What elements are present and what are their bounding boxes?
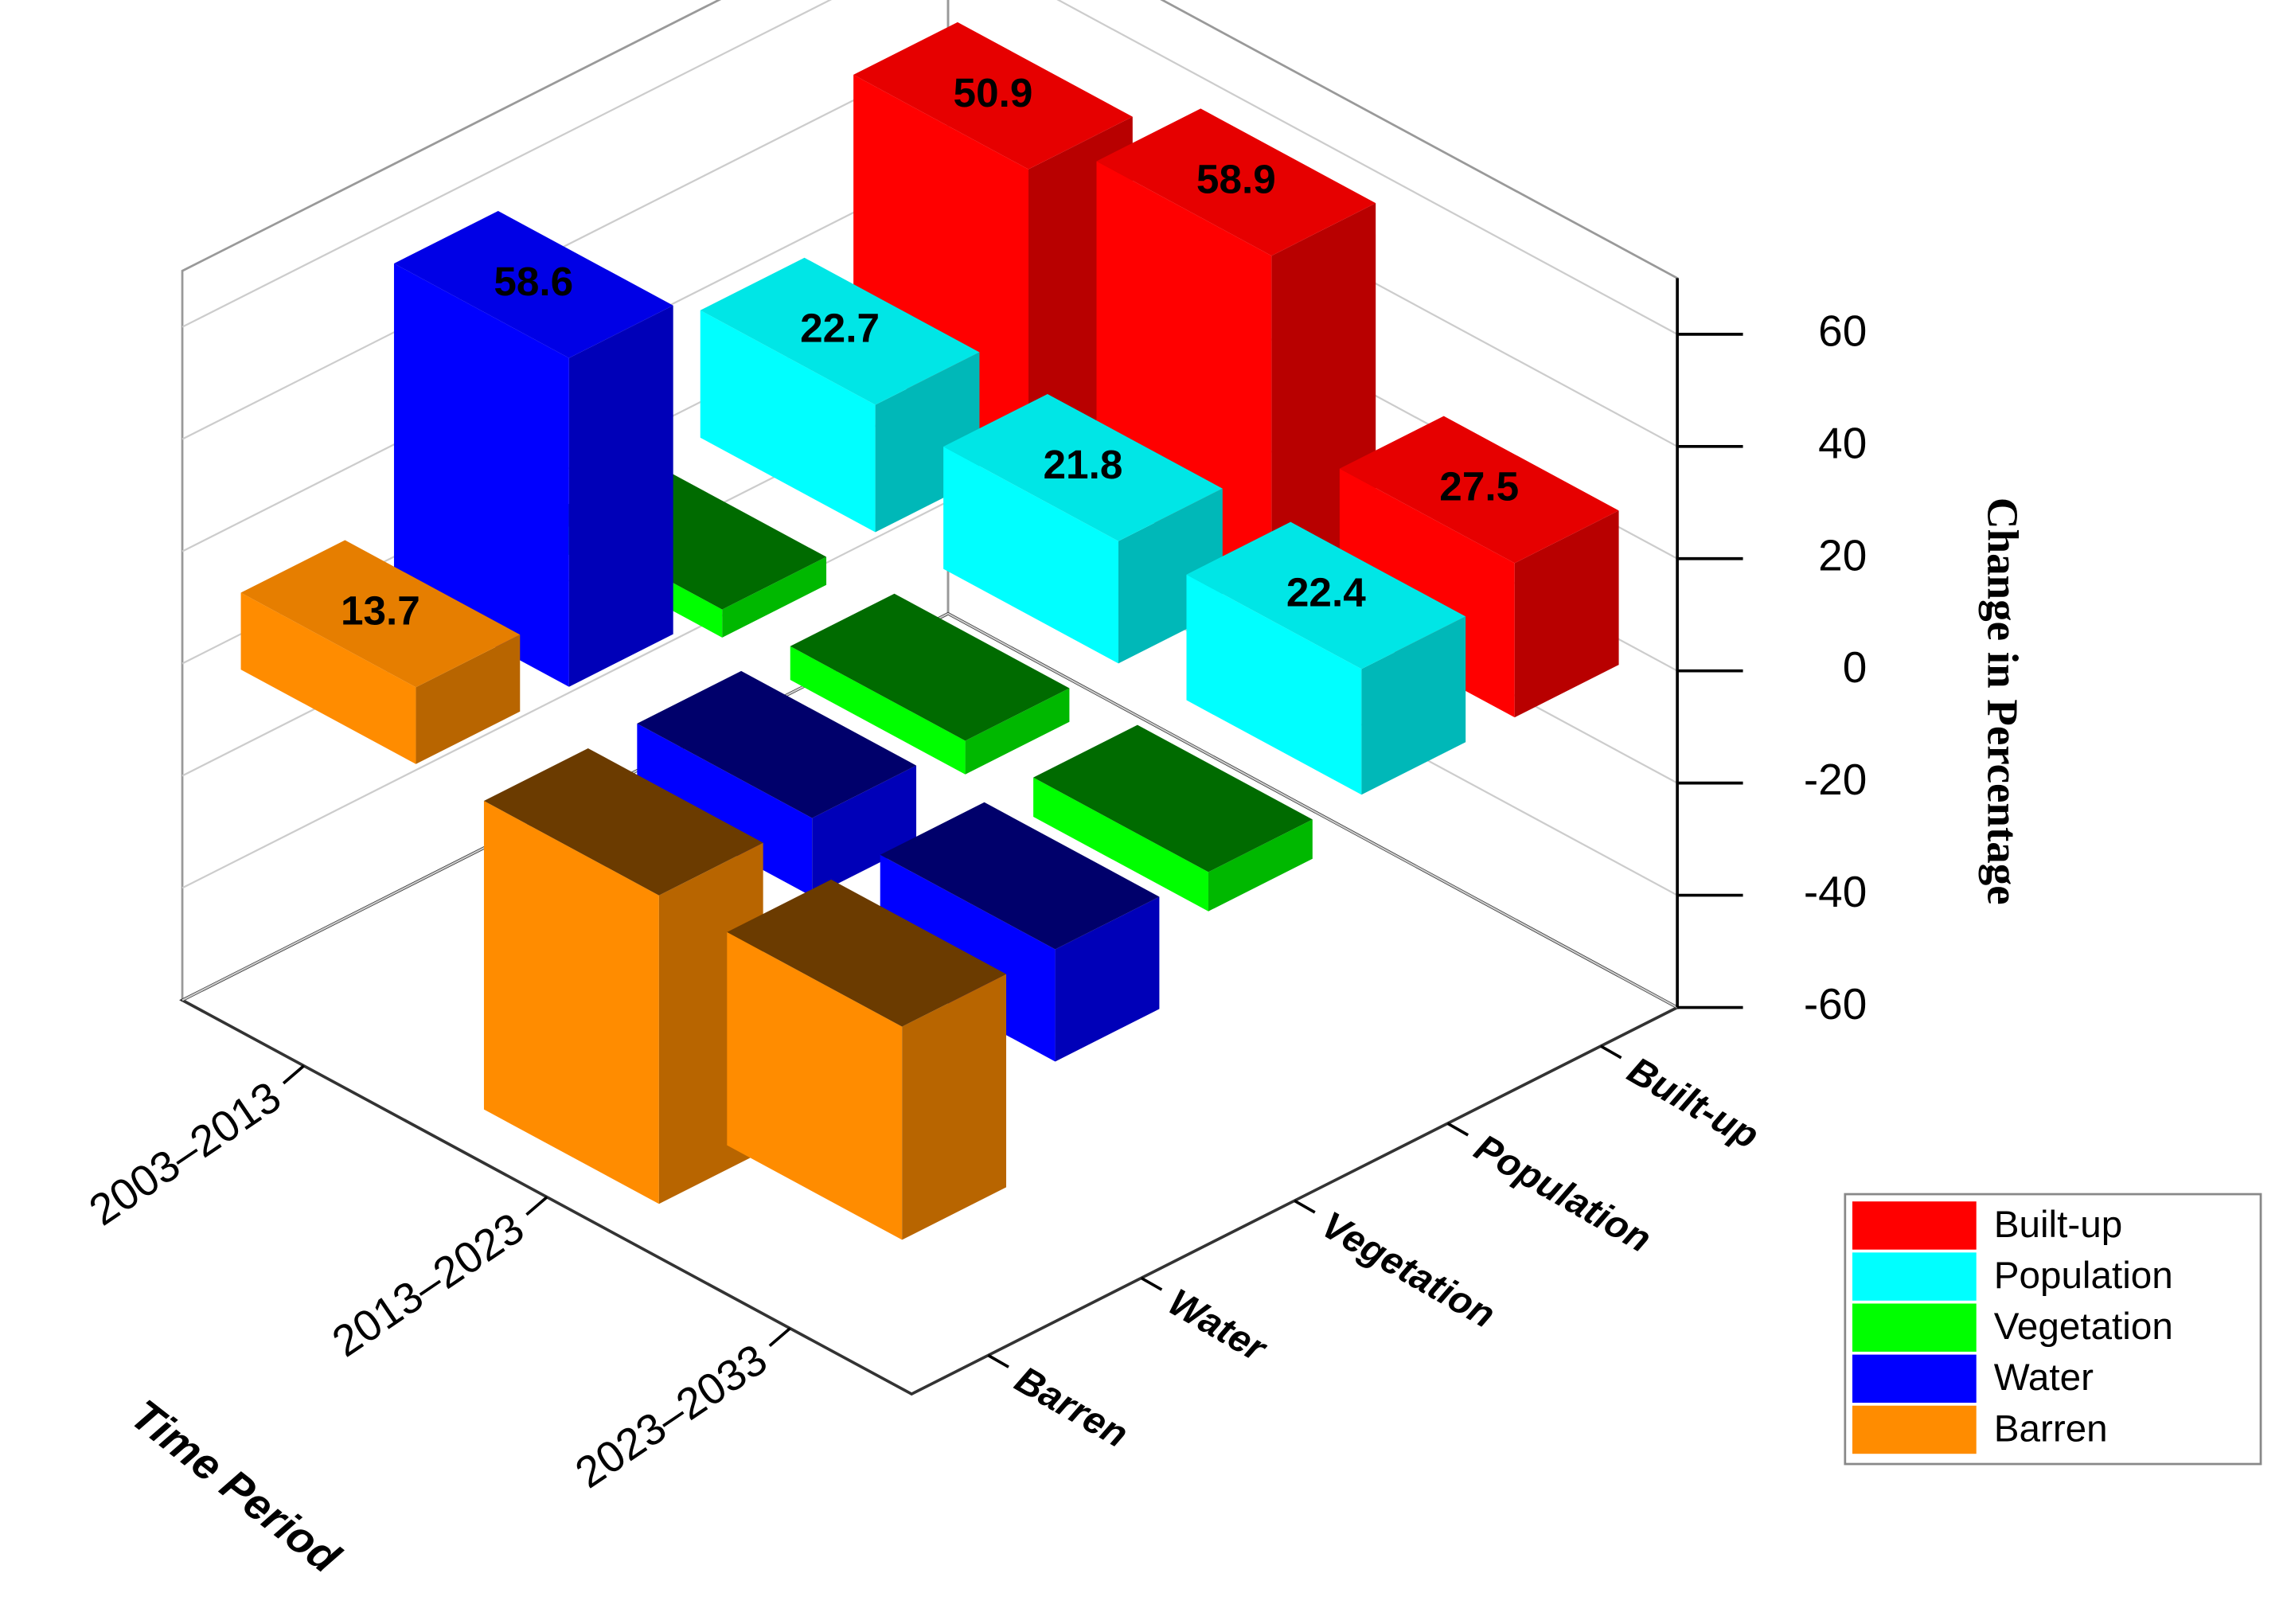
series-tick [987,1353,1009,1368]
bar-face-top [853,21,1133,170]
bar-face-top [240,540,521,688]
bar-face-top [1096,108,1376,256]
bar [1339,416,1619,718]
legend-swatch [1852,1405,1977,1454]
bar [727,879,1007,1240]
series-tick [1600,1044,1622,1060]
data-label: 22.7 [800,306,880,351]
bar-face-top [943,393,1223,541]
bar-face-top [393,210,673,358]
y-tick-label: 60 [1818,306,1867,355]
x-tick-label: 2003–2013 [80,1072,290,1235]
x-tick [525,1196,548,1216]
legend-label: Water [1994,1357,2094,1399]
data-label: 58.6 [494,259,573,304]
bar-face-side [812,765,917,897]
bar-face-side [1055,896,1160,1062]
bar [1033,724,1313,912]
bar-face-front [1186,574,1362,795]
legend-swatch [1852,1201,1977,1250]
series-tick-label: Water [1161,1281,1274,1371]
bar-face-front [483,800,659,1204]
bar-face-front [1339,468,1515,718]
x-tick [768,1327,791,1348]
bar [393,210,673,687]
bar-face-front [727,931,903,1240]
bar [1186,521,1466,795]
bar-face-top [483,748,763,896]
legend-swatch [1852,1354,1977,1403]
bar-face-front [637,723,813,897]
bar-face-side [1514,510,1619,718]
data-label: 27.5 [1439,464,1519,509]
bar-face-top [790,593,1070,741]
y-tick-label: 0 [1843,642,1867,692]
x-tick [282,1064,305,1085]
legend-label: Barren [1994,1407,2108,1450]
bar-face-side [965,688,1070,775]
series-tick-label: Population [1467,1126,1658,1261]
bar-face-top [637,670,917,818]
bar-face-front [790,646,966,775]
x-axis-title: Time Period [122,1390,349,1583]
grid-line [181,0,1678,335]
bar-face-top [727,879,1007,1027]
bar-face-top [700,257,980,405]
bar [637,670,917,897]
data-label: 50.9 [954,70,1033,115]
legend-swatch [1852,1252,1977,1301]
y-axis-title: Change in Percentage [1979,498,2027,905]
bar-face-front [700,310,876,533]
x-tick-label: 2013–2023 [323,1203,533,1366]
bar-face-front [943,447,1118,664]
data-label: 22.4 [1286,570,1366,615]
bar-face-side [722,556,827,638]
series-tick [1140,1276,1163,1291]
bar-face-front [240,592,416,764]
bar [240,540,521,764]
data-label: 21.8 [1044,442,1123,487]
y-tick-label: -20 [1804,755,1867,804]
bar [790,593,1070,775]
y-tick-label: 40 [1818,418,1867,467]
bar-face-top [1339,416,1619,564]
legend-label: Population [1994,1255,2173,1297]
series-tick [1446,1122,1469,1137]
series-tick-label: Built-up [1621,1049,1766,1157]
series-tick-label: Barren [1008,1358,1134,1456]
bar-face-side [1361,616,1466,795]
bar-face-front [393,264,569,687]
bar-face-side [1208,819,1313,912]
legend-swatch [1852,1303,1977,1352]
data-label: 13.7 [341,588,420,633]
bar-face-side [416,634,521,764]
bar-face-top [880,802,1160,950]
x-tick-label: 2023–2033 [567,1334,776,1497]
bar-face-front [1033,777,1208,912]
grid-line [181,612,1678,1009]
legend-label: Built-up [1994,1204,2122,1246]
bar-face-top [1186,521,1466,670]
data-label: 58.9 [1196,156,1276,201]
legend-label: Vegetation [1994,1306,2173,1348]
y-tick-label: -60 [1804,979,1867,1029]
bar-face-side [902,974,1007,1240]
series-tick [1294,1199,1316,1214]
series-tick-label: Vegetation [1314,1204,1502,1337]
bar-face-side [568,305,673,687]
y-tick-label: 20 [1818,530,1867,580]
y-tick-label: -40 [1804,867,1867,916]
bar-face-top [1033,724,1313,873]
